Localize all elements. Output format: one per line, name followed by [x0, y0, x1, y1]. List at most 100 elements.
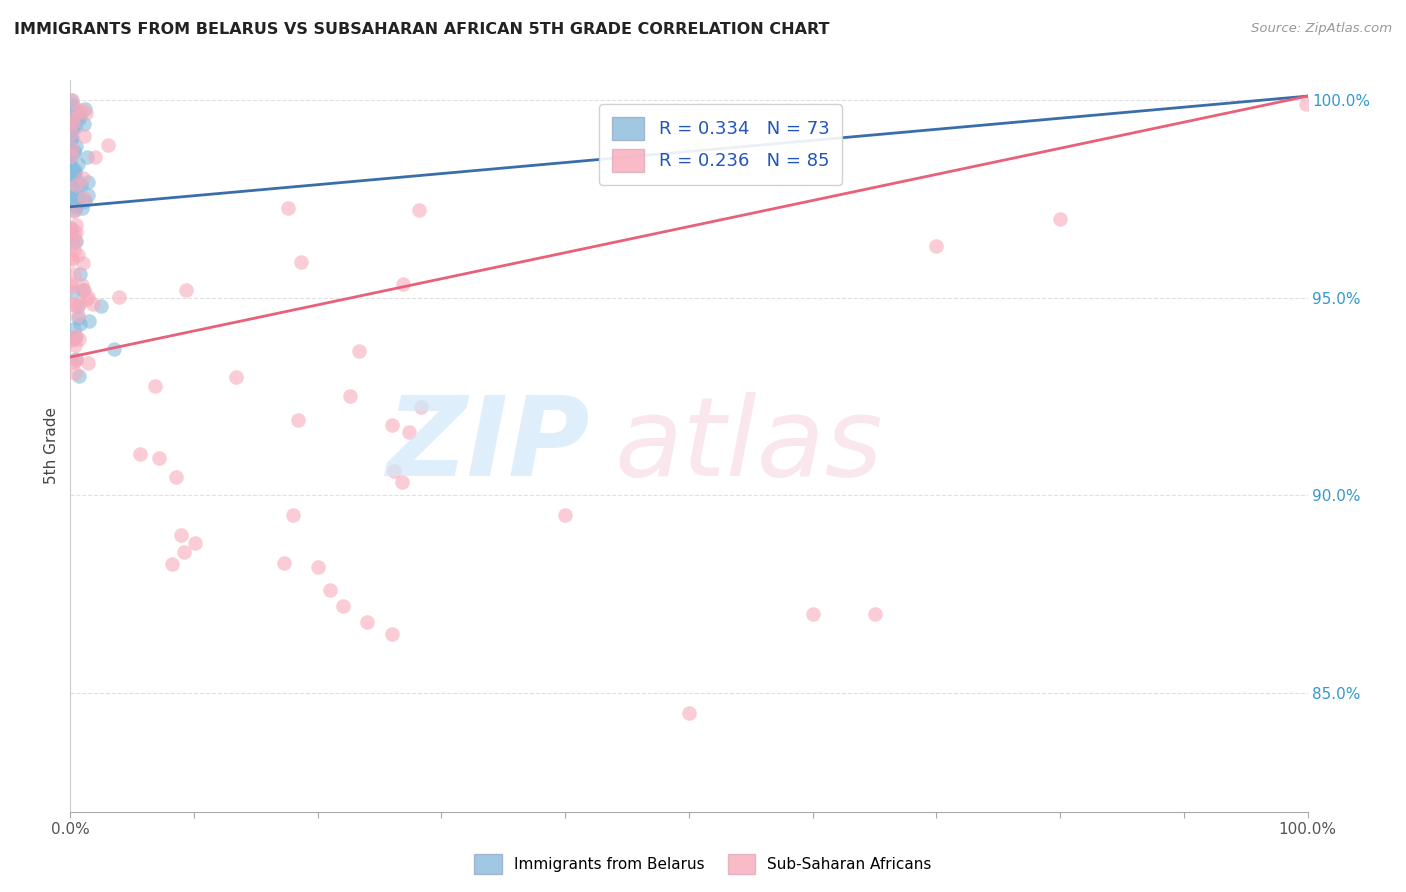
Point — [59, 222, 82, 236]
Point — [59, 297, 82, 311]
Point — [381, 627, 404, 641]
Point — [65, 329, 87, 343]
Point — [356, 615, 378, 629]
Point — [1049, 211, 1071, 226]
Point — [75, 194, 97, 208]
Point — [77, 356, 100, 370]
Text: atlas: atlas — [614, 392, 883, 500]
Point — [103, 342, 125, 356]
Point — [66, 181, 89, 195]
Point — [148, 450, 170, 465]
Point — [76, 290, 98, 304]
Point — [70, 178, 93, 192]
Point — [170, 528, 193, 542]
Point — [107, 290, 129, 304]
Point — [59, 168, 82, 182]
Text: IMMIGRANTS FROM BELARUS VS SUBSAHARAN AFRICAN 5TH GRADE CORRELATION CHART: IMMIGRANTS FROM BELARUS VS SUBSAHARAN AF… — [14, 22, 830, 37]
Point — [73, 129, 96, 144]
Legend: Immigrants from Belarus, Sub-Saharan Africans: Immigrants from Belarus, Sub-Saharan Afr… — [468, 848, 938, 880]
Point — [59, 142, 82, 156]
Point — [392, 277, 415, 291]
Point — [69, 317, 91, 331]
Point — [65, 353, 87, 368]
Point — [60, 100, 83, 114]
Point — [319, 583, 342, 598]
Point — [184, 536, 207, 550]
Point — [67, 368, 90, 383]
Point — [66, 248, 89, 262]
Point — [63, 194, 86, 209]
Point — [65, 171, 87, 186]
Point — [554, 508, 576, 523]
Point — [63, 322, 86, 336]
Point — [65, 178, 87, 192]
Point — [59, 221, 82, 235]
Point — [382, 464, 405, 478]
Point — [69, 296, 91, 310]
Point — [863, 607, 886, 621]
Point — [63, 196, 86, 211]
Point — [67, 190, 90, 204]
Point — [73, 117, 96, 131]
Point — [174, 283, 197, 297]
Point — [165, 469, 187, 483]
Point — [60, 235, 83, 250]
Point — [76, 175, 98, 189]
Point — [60, 252, 83, 266]
Point — [65, 225, 87, 239]
Point — [391, 475, 413, 489]
Point — [60, 334, 83, 348]
Point — [60, 93, 83, 107]
Point — [63, 338, 86, 352]
Point — [62, 116, 84, 130]
Point — [349, 343, 371, 358]
Point — [281, 508, 304, 523]
Point — [66, 299, 89, 313]
Point — [60, 130, 83, 145]
Point — [60, 115, 83, 129]
Point — [408, 203, 430, 218]
Point — [65, 298, 87, 312]
Point — [60, 191, 83, 205]
Point — [69, 267, 91, 281]
Point — [63, 203, 86, 218]
Point — [72, 278, 94, 293]
Point — [69, 103, 91, 118]
Point — [60, 93, 83, 107]
Point — [63, 166, 86, 180]
Point — [73, 190, 96, 204]
Point — [59, 126, 82, 140]
Point — [97, 138, 120, 153]
Point — [60, 122, 83, 136]
Point — [63, 332, 86, 346]
Point — [381, 417, 404, 432]
Point — [84, 150, 107, 164]
Point — [277, 202, 299, 216]
Point — [173, 545, 195, 559]
Point — [65, 200, 87, 214]
Point — [73, 102, 96, 116]
Point — [287, 412, 309, 426]
Point — [59, 277, 82, 291]
Point — [65, 330, 87, 344]
Point — [63, 120, 86, 135]
Point — [290, 254, 312, 268]
Point — [63, 166, 86, 180]
Point — [398, 425, 420, 440]
Point — [60, 115, 83, 129]
Point — [62, 112, 84, 127]
Point — [72, 256, 94, 270]
Point — [82, 297, 104, 311]
Point — [62, 115, 84, 129]
Point — [67, 308, 90, 322]
Text: Source: ZipAtlas.com: Source: ZipAtlas.com — [1251, 22, 1392, 36]
Point — [60, 140, 83, 154]
Point — [70, 201, 93, 215]
Point — [65, 234, 87, 248]
Point — [332, 599, 354, 614]
Point — [59, 154, 82, 169]
Point — [160, 557, 183, 571]
Point — [67, 112, 90, 126]
Point — [60, 181, 83, 195]
Point — [62, 190, 84, 204]
